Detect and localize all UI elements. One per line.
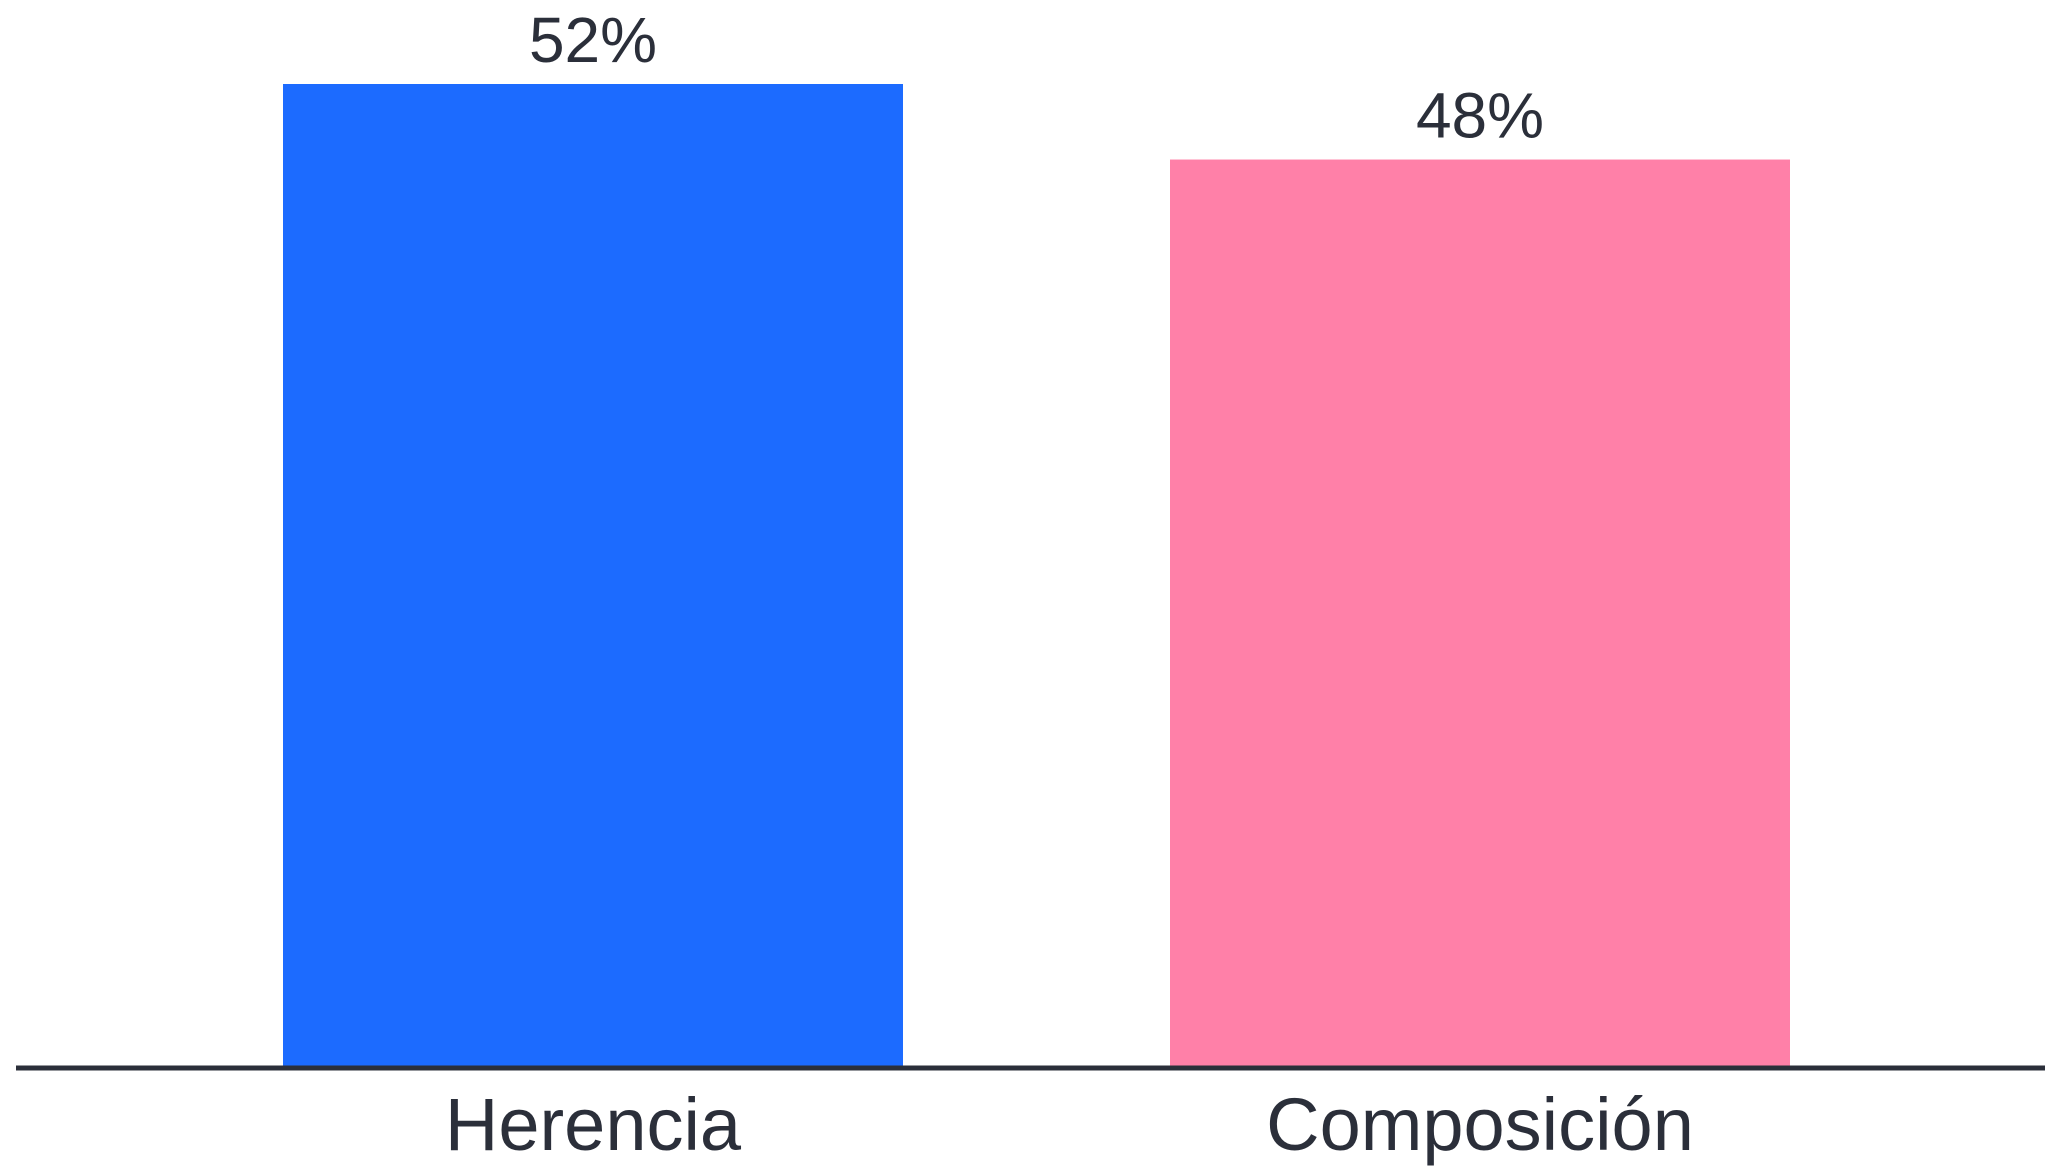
value-label: 48%: [1416, 80, 1544, 152]
category-labels-group: Herencia Composición: [445, 1083, 1694, 1166]
category-label: Composición: [1266, 1083, 1694, 1166]
category-label: Herencia: [445, 1083, 742, 1166]
value-label: 52%: [529, 4, 657, 76]
bar-composición: [1170, 159, 1790, 1067]
bar-herencia: [283, 84, 903, 1066]
value-labels-group: 52% 48%: [529, 4, 1544, 152]
bars-group: [283, 84, 1790, 1067]
